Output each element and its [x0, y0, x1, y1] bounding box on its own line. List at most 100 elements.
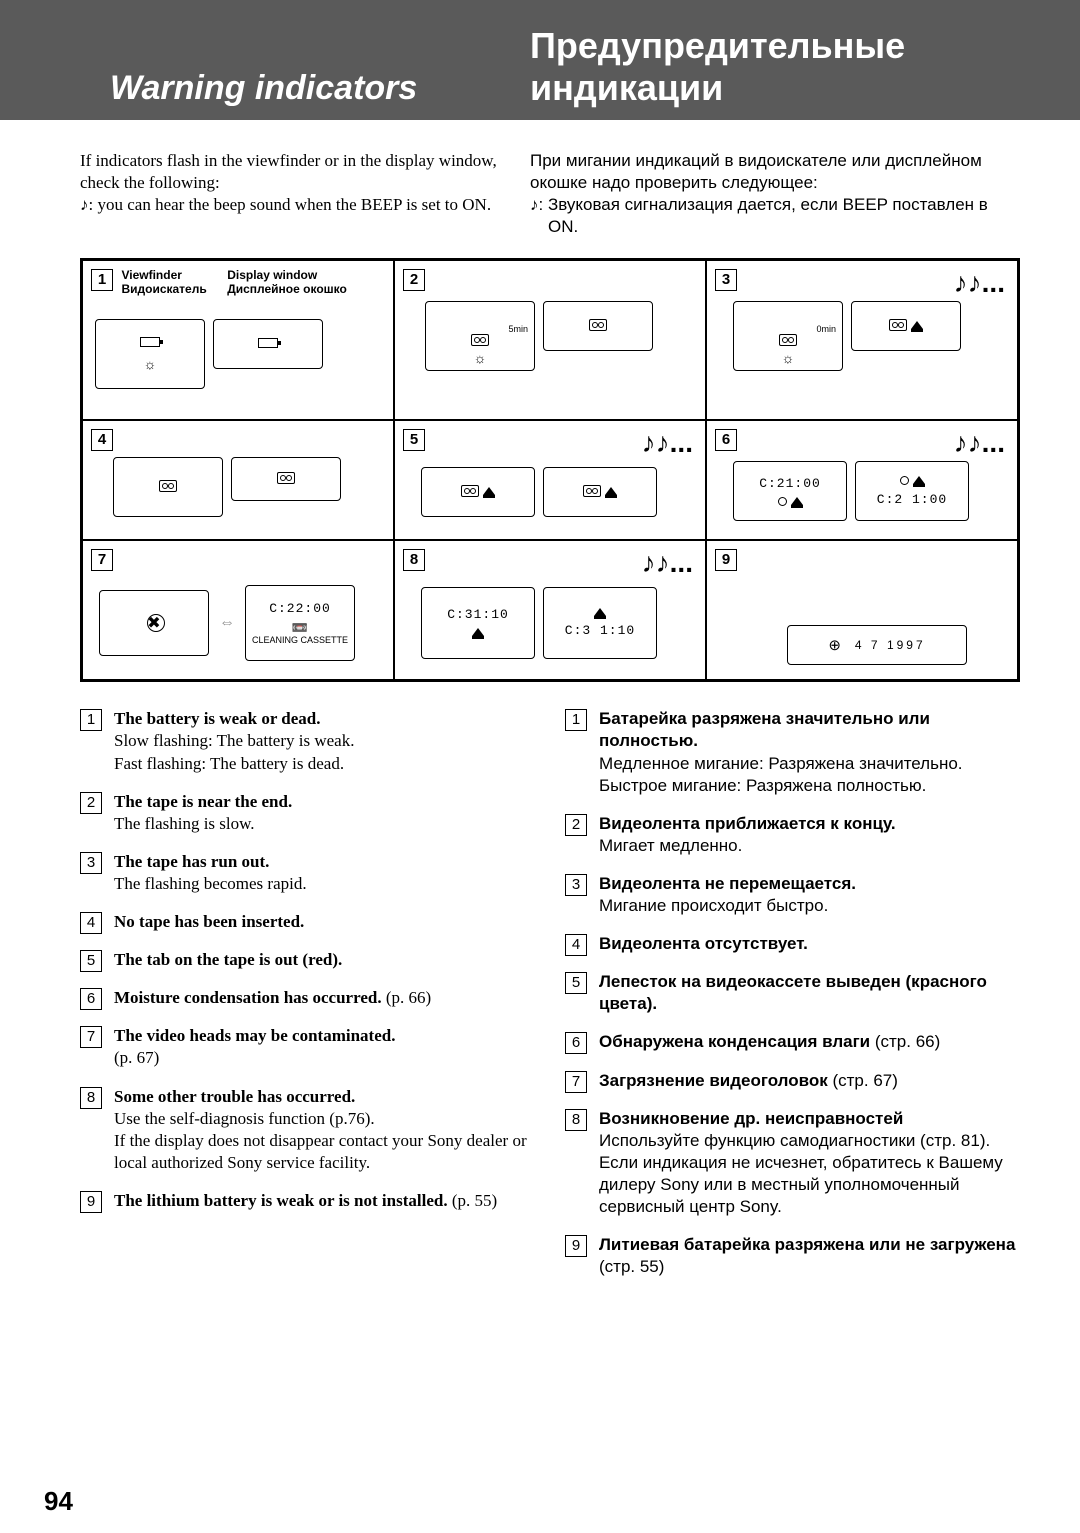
item-num: 6	[80, 988, 102, 1010]
dw-box: C:3 1:10	[543, 587, 657, 659]
cassette-icon	[589, 319, 607, 331]
item-num: 1	[565, 709, 587, 731]
item-title: The video heads may be contaminated.	[114, 1026, 395, 1045]
list-item: 5The tab on the tape is out (red).	[80, 949, 535, 971]
item-title: Some other trouble has occurred.	[114, 1087, 355, 1106]
list-item: 6 Moisture condensation has occurred. (p.…	[80, 987, 535, 1009]
cell-8-num: 8	[403, 549, 425, 571]
cassette-icon	[889, 319, 907, 331]
cassette-icon	[779, 334, 797, 346]
list-item: 1The battery is weak or dead.Slow flashi…	[80, 708, 535, 774]
diagram-cell-2: 2 5min ☼	[394, 260, 706, 420]
diagram-cell-4: 4	[82, 420, 394, 540]
list-item: 8 Some other trouble has occurred. Use the…	[80, 1086, 535, 1174]
eject-icon	[911, 321, 923, 329]
item-suffix: (стр. 55)	[599, 1257, 664, 1276]
diagram-cell-7: 7 ✖ ⇔ C:22:00 📼 CLEANING CASSETTE	[82, 540, 394, 680]
header-title-en: Warning indicators	[110, 69, 490, 108]
item-num: 4	[565, 934, 587, 956]
cell-6-num: 6	[715, 429, 737, 451]
cell-9-num: 9	[715, 549, 737, 571]
item-body: Медленное мигание: Разряжена значительно…	[599, 753, 1020, 797]
list-item: 7 Загрязнение видеоголовок (стр. 67)	[565, 1070, 1020, 1092]
intro-ru-line2: ♪: Звуковая сигнализация дается, если BE…	[530, 194, 1020, 238]
item-suffix: (p. 66)	[382, 988, 432, 1007]
list-en: 1The battery is weak or dead.Slow flashi…	[80, 708, 535, 1294]
item-title: Загрязнение видеоголовок	[599, 1071, 828, 1090]
cassette-icon	[471, 334, 489, 346]
item-title: Moisture condensation has occurred.	[114, 988, 382, 1007]
cassette-icon	[159, 480, 177, 492]
item-body: Мигает медленно.	[599, 835, 1020, 857]
cassette-icon	[277, 472, 295, 484]
item-num: 3	[565, 874, 587, 896]
eject-icon	[791, 497, 803, 505]
cell-4-num: 4	[91, 429, 113, 451]
diagram-grid: 1 Viewfinder Видоискатель Display window…	[80, 258, 1020, 682]
moisture-icon	[900, 476, 909, 485]
item-num: 2	[565, 814, 587, 836]
item-title: The battery is weak or dead.	[114, 709, 321, 728]
item-title: The tape is near the end.	[114, 792, 292, 811]
vf-box: ⊕ 4 7 1997	[787, 625, 967, 665]
item-suffix: (стр. 66)	[870, 1032, 940, 1051]
item-num: 8	[565, 1109, 587, 1131]
item-suffix: (p. 55)	[448, 1191, 498, 1210]
item-num: 9	[80, 1191, 102, 1213]
diagram-cell-3: 3 ♪♪... 0min ☼	[706, 260, 1018, 420]
dw-box	[213, 319, 323, 369]
dw-box	[231, 457, 341, 501]
music-notes-icon: ♪♪...	[954, 427, 1005, 459]
intro-ru-line1: При мигании индикаций в видоискателе или…	[530, 150, 1020, 194]
header-bar: Warning indicators Предупредительные инд…	[0, 0, 1080, 120]
vf-box: 0min ☼	[733, 301, 843, 371]
arrow-icon: ⇔	[217, 614, 237, 632]
vf-box: ✖	[99, 590, 209, 656]
diagram-cell-8: 8 ♪♪... C:31:10 C:3 1:10	[394, 540, 706, 680]
page-number: 94	[44, 1486, 73, 1517]
item-num: 3	[80, 852, 102, 874]
item-body: Slow flashing: The battery is weak. Fast…	[114, 730, 535, 774]
list-item: 2 Видеолента приближается к концу. Мигает …	[565, 813, 1020, 857]
item-body: Use the self-diagnosis function (p.76). …	[114, 1108, 535, 1174]
dw-box	[851, 301, 961, 351]
eject-icon	[472, 628, 484, 636]
intro-ru: При мигании индикаций в видоискателе или…	[530, 150, 1020, 238]
cassette-icon	[583, 485, 601, 497]
item-num: 7	[80, 1026, 102, 1048]
item-num: 2	[80, 792, 102, 814]
list-item: 2 The tape is near the end. The flashing i…	[80, 791, 535, 835]
vf-box: C:31:10	[421, 587, 535, 659]
intro-en-line2: ♪: you can hear the beep sound when the …	[80, 194, 500, 216]
list-item: 8Возникновение др. неисправностейИспольз…	[565, 1108, 1020, 1218]
battery-icon	[140, 337, 160, 347]
cassette-icon	[461, 485, 479, 497]
diagram-cell-5: 5 ♪♪...	[394, 420, 706, 540]
cell-5-num: 5	[403, 429, 425, 451]
item-num: 8	[80, 1087, 102, 1109]
list-ru: 1 Батарейка разряжена значительно или пол…	[565, 708, 1020, 1294]
lithium-icon: ⊕	[828, 637, 841, 654]
lists-section: 1 The battery is weak or dead. Slow flashi…	[80, 708, 1020, 1294]
eject-icon	[594, 608, 606, 616]
cell-1-num: 1	[91, 269, 113, 291]
item-body: Мигание происходит быстро.	[599, 895, 1020, 917]
item-title: Обнаружена конденсация влаги	[599, 1032, 870, 1051]
item-body: The flashing becomes rapid.	[114, 873, 535, 895]
list-item: 6 Обнаружена конденсация влаги (стр. 66)	[565, 1031, 1020, 1053]
item-suffix: (стр. 67)	[828, 1071, 898, 1090]
item-body: The flashing is slow.	[114, 813, 535, 835]
item-num: 7	[565, 1071, 587, 1093]
music-notes-icon: ♪♪...	[642, 427, 693, 459]
list-item: 3Видеолента не перемещается.Мигание прои…	[565, 873, 1020, 917]
item-title: Батарейка разряжена значительно или полн…	[599, 709, 930, 750]
dw-box	[543, 301, 653, 351]
head-dirty-icon	[147, 614, 165, 632]
item-title: The tab on the tape is out (red).	[114, 950, 342, 969]
item-num: 6	[565, 1032, 587, 1054]
cell-1-dw-labels: Display window Дисплейное окошко	[227, 269, 347, 295]
item-title: Лепесток на видеокассете выведен (красно…	[599, 972, 987, 1013]
vf-box	[113, 457, 223, 517]
eject-icon	[913, 476, 925, 484]
item-title: Видеолента приближается к концу.	[599, 814, 896, 833]
